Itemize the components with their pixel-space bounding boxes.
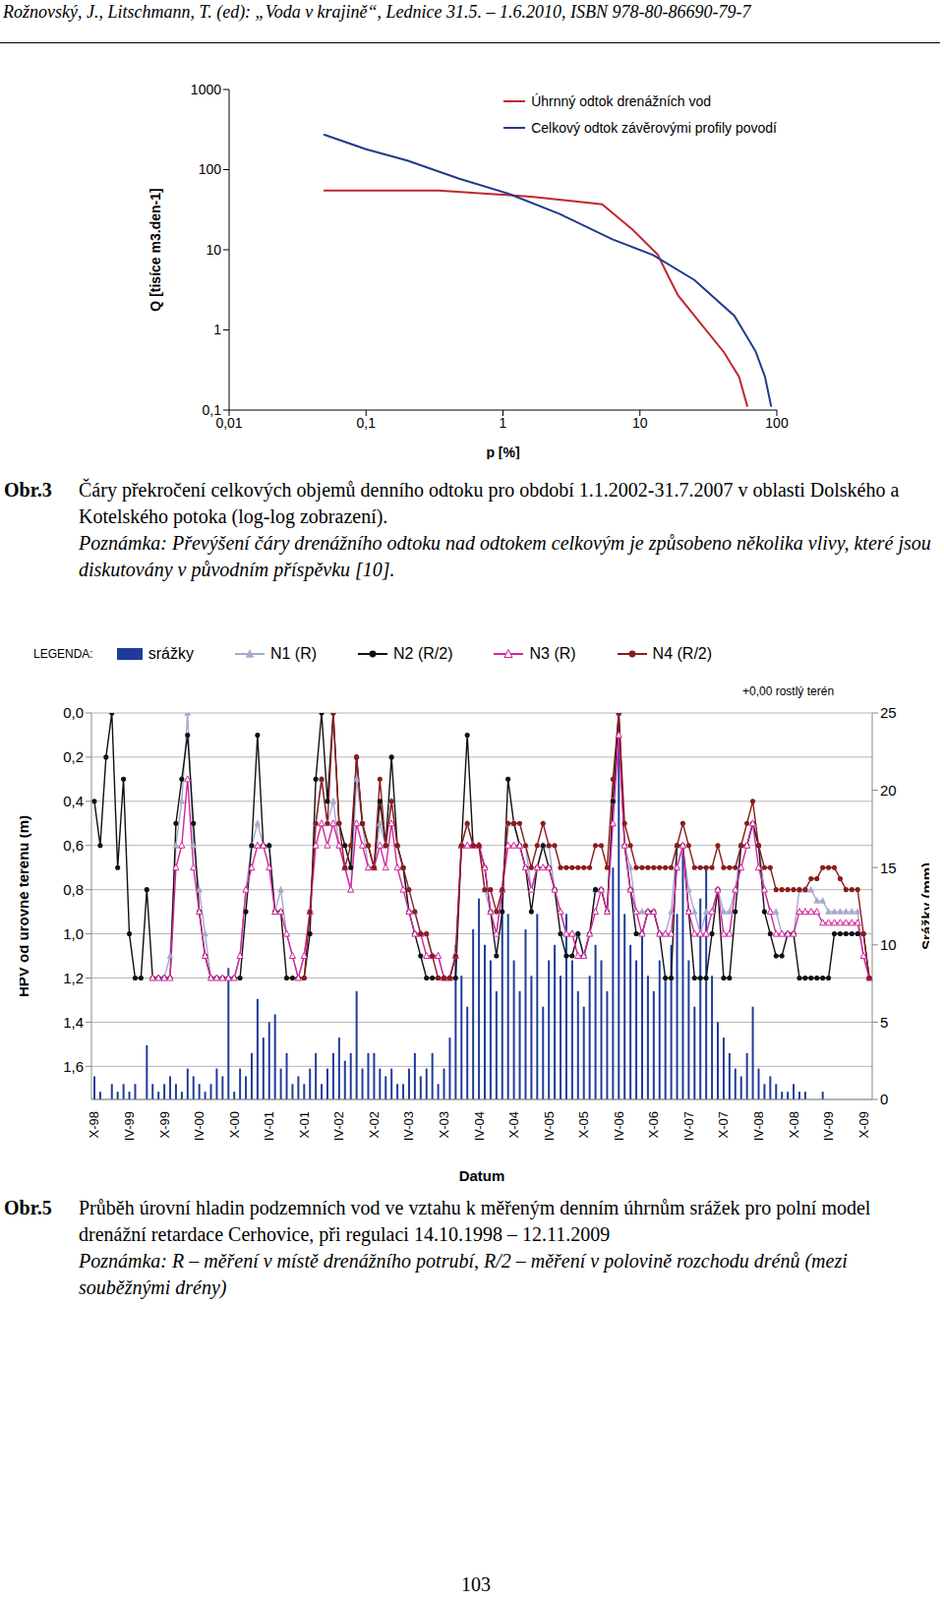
html-text:Poznámka: R – měření v místě d: Poznámka: R – měření v místě drenážního … <box>78 1249 848 1298</box>
html-text:+0,00 rostlý terén: +0,00 rostlý terén <box>742 684 834 699</box>
svg-text:5: 5 <box>880 1013 888 1031</box>
svg-text:1000: 1000 <box>190 81 222 98</box>
svg-text:X-07: X-07 <box>715 1111 731 1138</box>
svg-text:IV-04: IV-04 <box>472 1111 487 1141</box>
svg-text:Datum: Datum <box>459 1167 506 1183</box>
svg-text:0,8: 0,8 <box>62 881 84 898</box>
svg-text:X-99: X-99 <box>157 1111 173 1138</box>
svg-text:1,0: 1,0 <box>62 925 84 943</box>
svg-text:IV-09: IV-09 <box>821 1111 836 1141</box>
svg-text:X-01: X-01 <box>296 1111 312 1138</box>
svg-text:X-98: X-98 <box>86 1111 102 1138</box>
svg-text:1,4: 1,4 <box>62 1013 84 1031</box>
svg-text:Q [tisíce m3.den-1]: Q [tisíce m3.den-1] <box>147 187 164 311</box>
svg-text:HPV od úrovně terénu (m): HPV od úrovně terénu (m) <box>19 815 32 998</box>
svg-text:0,2: 0,2 <box>62 748 84 766</box>
svg-text:0,4: 0,4 <box>62 792 84 810</box>
html-text:Obr.5: Obr.5 <box>3 1196 52 1219</box>
svg-text:0: 0 <box>880 1090 888 1108</box>
svg-text:0,1: 0,1 <box>356 414 377 431</box>
html-text:Rožnovský, J., Litschmann, T.: Rožnovský, J., Litschmann, T. (ed): „Vod… <box>2 1 751 22</box>
html-text:N4 (R/2): N4 (R/2) <box>652 645 712 662</box>
svg-text:X-05: X-05 <box>576 1111 591 1138</box>
svg-text:0,0: 0,0 <box>62 704 84 721</box>
svg-text:IV-07: IV-07 <box>681 1111 697 1141</box>
svg-text:Srážky (mm): Srážky (mm) <box>918 862 930 950</box>
svg-text:1: 1 <box>213 321 222 338</box>
html-text:Průběh úrovní hladin podzemníc: Průběh úrovní hladin podzemních vod ve v… <box>78 1196 871 1245</box>
svg-text:IV-05: IV-05 <box>541 1111 557 1141</box>
html-text:Úhrnný odtok drenážních vod: Úhrnný odtok drenážních vod <box>531 92 712 109</box>
svg-text:1: 1 <box>499 414 508 431</box>
svg-text:X-06: X-06 <box>646 1111 661 1138</box>
html-text:Poznámka: Převýšení čáry drená: Poznámka: Převýšení čáry drenážního odto… <box>78 531 932 581</box>
svg-text:p [%]: p [%] <box>485 444 520 460</box>
svg-text:1,2: 1,2 <box>62 969 84 987</box>
html-text:N3 (R): N3 (R) <box>529 645 576 662</box>
svg-text:1,6: 1,6 <box>62 1058 84 1075</box>
svg-text:10: 10 <box>880 936 897 953</box>
html-text:N1 (R): N1 (R) <box>270 645 317 662</box>
svg-text:IV-08: IV-08 <box>751 1111 767 1141</box>
html-text:Celkový odtok závěrovými profi: Celkový odtok závěrovými profily povodí <box>531 119 777 136</box>
svg-text:100: 100 <box>198 161 223 177</box>
svg-text:IV-00: IV-00 <box>191 1111 207 1141</box>
svg-text:X-03: X-03 <box>436 1111 452 1138</box>
svg-text:IV-06: IV-06 <box>611 1111 627 1141</box>
svg-text:X-02: X-02 <box>366 1111 382 1138</box>
html-text:Obr.3: Obr.3 <box>3 478 52 501</box>
html-text:N2 (R/2): N2 (R/2) <box>393 645 453 662</box>
svg-text:X-08: X-08 <box>786 1111 802 1138</box>
html-text:103: 103 <box>461 1573 491 1595</box>
svg-text:15: 15 <box>880 859 897 877</box>
html-text:Čáry překročení celkových obje: Čáry překročení celkových objemů denního… <box>78 478 900 528</box>
svg-text:IV-01: IV-01 <box>261 1111 277 1141</box>
html-text:LEGENDA:: LEGENDA: <box>33 647 94 661</box>
svg-text:100: 100 <box>765 414 789 431</box>
svg-text:0,01: 0,01 <box>215 414 243 431</box>
svg-text:25: 25 <box>880 704 897 721</box>
html-text:srážky: srážky <box>148 645 194 662</box>
svg-text:IV-02: IV-02 <box>331 1111 347 1141</box>
svg-text:10: 10 <box>632 414 649 431</box>
svg-text:X-04: X-04 <box>506 1111 522 1138</box>
svg-text:0,6: 0,6 <box>62 836 84 854</box>
svg-text:0,1: 0,1 <box>202 402 223 418</box>
svg-text:X-00: X-00 <box>227 1111 242 1138</box>
svg-text:10: 10 <box>205 241 222 258</box>
svg-text:X-09: X-09 <box>856 1111 872 1138</box>
svg-text:20: 20 <box>880 781 897 799</box>
svg-text:IV-03: IV-03 <box>401 1111 416 1141</box>
svg-text:IV-99: IV-99 <box>121 1111 137 1141</box>
